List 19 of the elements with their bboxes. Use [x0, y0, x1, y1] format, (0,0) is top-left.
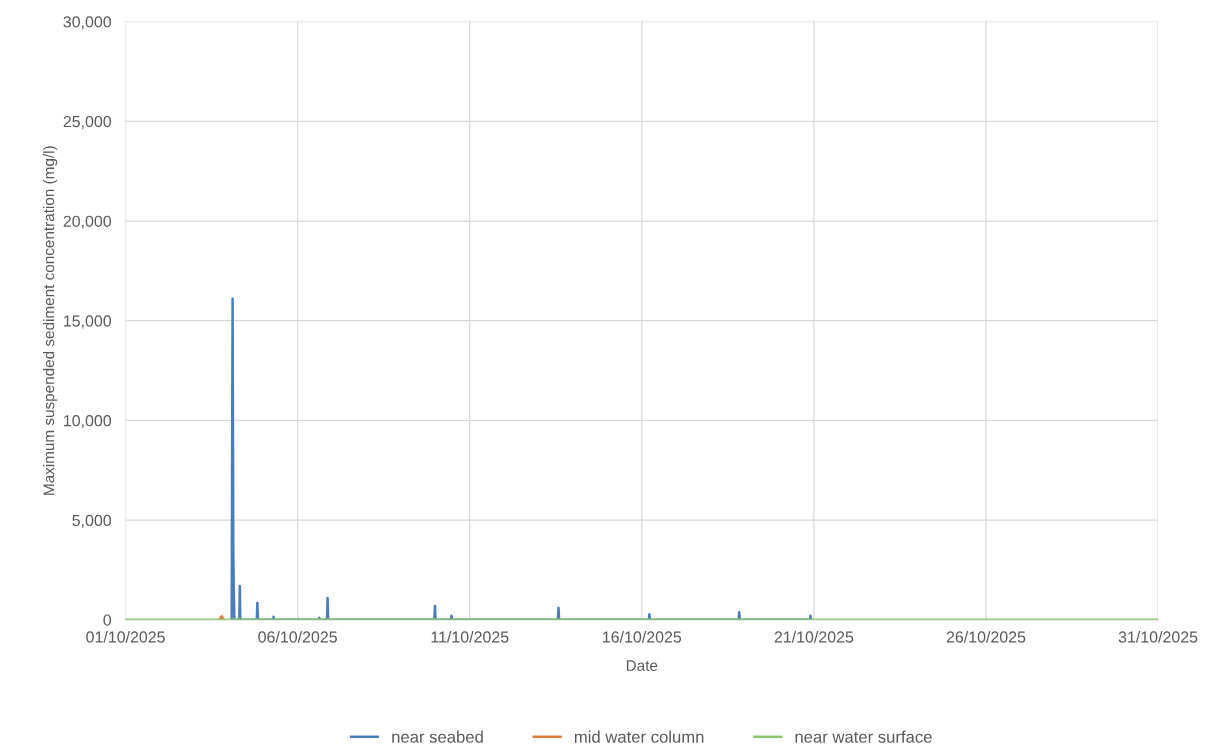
y-tick-label: 15,000: [64, 315, 112, 329]
y-tick-label: 30,000: [63, 16, 112, 30]
x-tick-label: 11/10/2025: [431, 630, 509, 643]
legend-label: near seabed: [392, 730, 483, 743]
y-tick-label: 5,000: [72, 514, 112, 528]
y-tick-label: 20,000: [63, 215, 112, 229]
x-tick-label: 21/10/2025: [774, 630, 854, 643]
x-tick-label: 16/10/2025: [603, 630, 682, 643]
y-tick-label: 0: [103, 614, 112, 626]
x-axis-title: Date: [626, 660, 658, 671]
y-tick-label: 25,000: [63, 115, 112, 130]
x-tick-label: 26/10/2025: [946, 630, 1026, 643]
x-tick-label: 01/10/2025: [86, 630, 165, 643]
x-tick-label: 31/10/2025: [1118, 630, 1198, 643]
y-tick-label: 10,000: [64, 415, 112, 429]
y-axis-title: Maximum suspended sediment concentration (mg/l): [43, 146, 58, 495]
legend-label: near water surface: [795, 730, 932, 743]
x-tick-label: 06/10/2025: [258, 630, 337, 643]
legend-label: mid water column: [574, 730, 704, 743]
